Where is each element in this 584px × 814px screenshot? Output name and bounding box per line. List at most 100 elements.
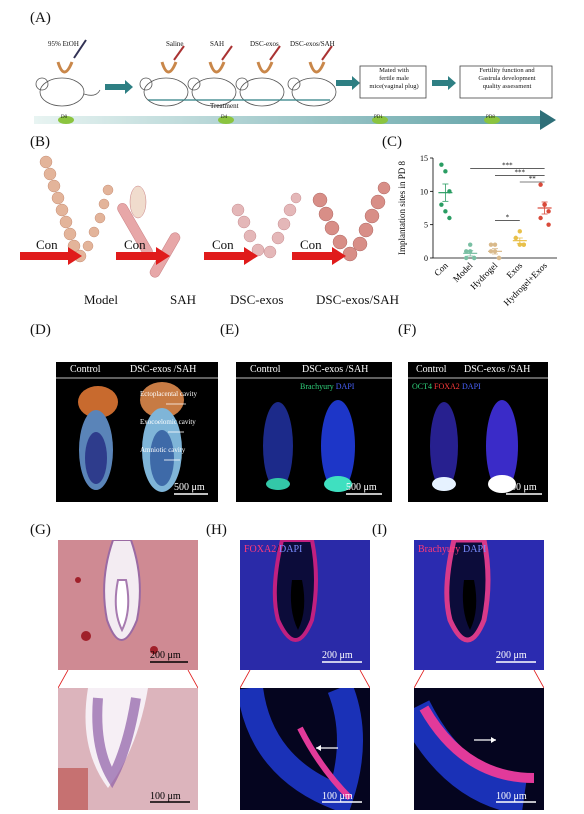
uterus-model — [39, 155, 114, 263]
y-tick-label: 0 — [424, 254, 428, 263]
fluor-h-bottom: 100 μm — [240, 688, 370, 810]
d-scale-bar-label: 500 μm — [174, 482, 205, 493]
flow-arrow-3 — [432, 76, 456, 90]
data-point — [517, 229, 522, 234]
timeline-bar — [34, 116, 550, 124]
panel-label-g: (G) — [30, 522, 51, 538]
panel-label-f: (F) — [398, 322, 417, 338]
embryo-photo-f: Control DSC-exos /SAH OCT4 FOXA2/DAPI 50… — [408, 362, 548, 502]
data-point — [538, 182, 543, 187]
timeline-d4: D4 — [221, 115, 228, 120]
flow-arrow-1 — [105, 80, 133, 94]
h-scale-top: 200 μm — [322, 650, 353, 661]
con-label-4: Con — [300, 237, 322, 252]
histology-g-bottom: 100 μm — [58, 688, 198, 810]
d-treated-label: DSC-exos /SAH — [130, 364, 197, 375]
panel-label-i: (I) — [372, 522, 387, 538]
uterus-label-dsc-exos-sah: DSC-exos/SAH — [316, 292, 400, 307]
con-label-3: Con — [212, 237, 234, 252]
data-point — [513, 235, 518, 241]
data-point — [488, 242, 494, 247]
mated-text: Mated with fertile male mice(vaginal plu… — [369, 67, 419, 90]
mouse-icon-2 — [139, 45, 189, 107]
data-point — [464, 255, 469, 261]
con-label-1: Con — [36, 237, 58, 252]
data-point — [439, 202, 444, 207]
f-scale-bar-label: 500 μm — [506, 482, 537, 493]
timeline-d0: D0 — [61, 115, 68, 120]
syringe-icon — [73, 39, 87, 59]
mouse-icon-1 — [35, 61, 101, 107]
label-amniotic: Amniotic cavity — [140, 446, 186, 454]
data-point — [538, 215, 543, 221]
significance-label: * — [506, 214, 510, 222]
data-point — [464, 249, 469, 254]
data-point — [546, 222, 551, 227]
label-ectoplacental: Ectoplacental cavity — [140, 390, 197, 398]
uterus-dsc-exos-sah — [312, 181, 391, 262]
x-tick-label: Hydrogel — [468, 260, 499, 291]
e-treated-label: DSC-exos /SAH — [302, 364, 369, 375]
g-zoom-lines — [58, 670, 198, 689]
uterus-dsc-exos — [231, 192, 302, 259]
g-scale-top: 200 μm — [150, 650, 181, 661]
i-scale-top: 200 μm — [496, 650, 527, 661]
panel-label-h: (H) — [206, 522, 227, 538]
e-control-label: Control — [250, 364, 281, 375]
group-saline: Saline — [166, 40, 184, 48]
e-scale-bar-label: 500 μm — [346, 482, 377, 493]
i-zoom-lines — [414, 670, 544, 689]
data-point — [468, 242, 473, 247]
g-scale-bottom: 100 μm — [150, 791, 181, 802]
i-stain-legend: Brachyury/DAPI — [418, 544, 487, 555]
i-scale-bottom: 100 μm — [496, 791, 527, 802]
uterus-label-dsc-exos: DSC-exos — [230, 292, 284, 307]
treatment-label: Treatment — [210, 102, 239, 110]
con-arrow-4 — [292, 247, 346, 265]
data-point — [492, 242, 498, 247]
fluor-i-top: Brachyury/DAPI 200 μm — [414, 540, 544, 670]
x-tick-label: Exos — [504, 260, 524, 280]
f-treated-label: DSC-exos /SAH — [464, 364, 531, 375]
group-dsc-exos-sah: DSC-exos/SAH — [290, 40, 335, 48]
label-exocoelomic: Exocoelomic cavity — [140, 418, 196, 426]
data-point — [443, 169, 448, 174]
y-axis-label: Implantation sites in PD 8 — [397, 161, 407, 255]
uterus-photos — [20, 155, 391, 278]
mouse-icon-5 — [287, 45, 337, 107]
schematic-figure — [34, 39, 556, 130]
e-stain-legend: Brachyury DAPI — [300, 382, 355, 391]
uterus-label-sah: SAH — [170, 292, 197, 307]
con-arrow-1 — [20, 247, 82, 265]
panel-label-e: (E) — [220, 322, 240, 338]
panel-label-d: (D) — [30, 322, 51, 338]
data-point — [546, 209, 551, 214]
panel-label-b: (B) — [30, 134, 50, 150]
panel-label-a: (A) — [30, 10, 51, 26]
panel-label-c: (C) — [382, 134, 402, 150]
h-stain-legend: FOXA2/DAPI — [244, 544, 303, 555]
etoh-label: 95% EtOH — [48, 40, 79, 48]
h-scale-bottom: 100 μm — [322, 791, 353, 802]
significance-label: *** — [502, 162, 513, 170]
data-point — [472, 255, 477, 261]
con-label-2: Con — [124, 237, 146, 252]
embryo-photo-d: Control DSC-exos /SAH Ectoplacental cavi… — [56, 362, 218, 502]
assessment-box — [459, 65, 553, 99]
assessment-text: Fertility function and Gastrula developm… — [478, 67, 536, 90]
con-arrow-2 — [116, 247, 170, 265]
con-arrow-3 — [204, 247, 258, 265]
h-zoom-lines — [240, 670, 370, 689]
mouse-icon-4 — [235, 45, 285, 107]
flow-arrow-2 — [336, 76, 360, 90]
embryo-photo-e: Control DSC-exos /SAH Brachyury DAPI 500… — [236, 362, 392, 502]
data-point — [496, 255, 502, 261]
fluor-i-bottom: 100 μm — [414, 688, 544, 810]
significance-label: ** — [529, 175, 537, 183]
timeline-pd8: PD8 — [486, 115, 495, 120]
histology-g-top: 200 μm — [58, 540, 198, 670]
group-sah: SAH — [210, 40, 225, 48]
d-control-label: Control — [70, 364, 101, 375]
data-point — [439, 162, 444, 167]
